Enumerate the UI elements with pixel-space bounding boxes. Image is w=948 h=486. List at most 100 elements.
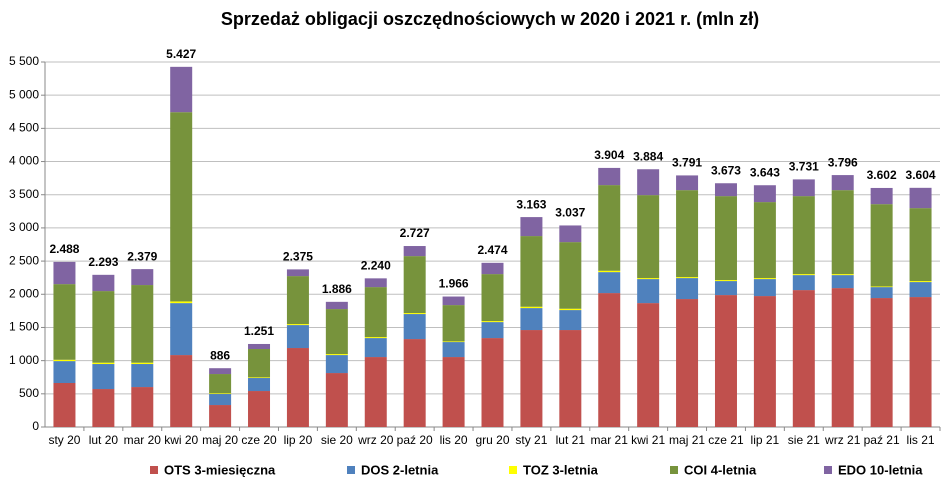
bar-segment xyxy=(248,377,271,379)
bar-segment xyxy=(909,187,932,209)
total-label: 3.796 xyxy=(828,155,858,169)
bar-segment xyxy=(676,190,699,278)
y-tick-label: 0 xyxy=(32,419,39,433)
bar-segment xyxy=(286,269,309,277)
bar-segment xyxy=(870,298,893,427)
bar-segment xyxy=(714,183,737,197)
legend-swatch xyxy=(670,466,678,474)
bar-segment xyxy=(403,313,426,315)
x-tick-label: kwi 20 xyxy=(164,433,198,447)
bar-segment xyxy=(364,338,387,358)
x-tick-label: sie 20 xyxy=(321,433,353,447)
bar-segment xyxy=(325,355,348,374)
bar-segment xyxy=(559,308,582,311)
legend-swatch xyxy=(824,466,832,474)
bar-segment xyxy=(53,383,76,427)
y-tick-label: 2 000 xyxy=(9,286,39,300)
bar-segment xyxy=(286,348,309,427)
bar-segment xyxy=(248,378,271,392)
bar-segment xyxy=(170,112,193,302)
bar-segment xyxy=(53,359,76,362)
total-label: 5.427 xyxy=(166,47,196,61)
bar-segment xyxy=(714,280,737,282)
bar-segment xyxy=(442,305,465,342)
bar-segment xyxy=(364,357,387,427)
total-label: 3.604 xyxy=(906,168,936,182)
bar-segment xyxy=(870,187,893,205)
total-label: 2.375 xyxy=(283,250,313,264)
bar-segment xyxy=(403,256,426,314)
bar-segment xyxy=(831,275,854,289)
bar-segment xyxy=(831,288,854,427)
y-tick-label: 5 500 xyxy=(9,54,39,68)
bar-segment xyxy=(520,306,543,309)
x-tick-label: lip 20 xyxy=(284,433,313,447)
x-tick-label: kwi 21 xyxy=(631,433,665,447)
bar-segment xyxy=(442,296,465,306)
x-tick-label: mar 21 xyxy=(591,433,629,447)
bar-segment xyxy=(598,185,621,271)
x-tick-label: gru 20 xyxy=(475,433,509,447)
legend-swatch xyxy=(509,466,517,474)
legend-swatch xyxy=(150,466,158,474)
bar-segment xyxy=(831,274,854,276)
bar-segment xyxy=(870,286,893,288)
total-label: 1.886 xyxy=(322,282,352,296)
bar-segment xyxy=(131,362,154,365)
total-label: 3.163 xyxy=(516,197,546,211)
x-tick-label: wrz 20 xyxy=(357,433,394,447)
bar-segment xyxy=(676,299,699,427)
bar-segment xyxy=(170,303,193,356)
bar-segment xyxy=(792,274,815,276)
bar-segment xyxy=(170,66,193,113)
bar-segment xyxy=(637,279,660,304)
legend-label: DOS 2-letnia xyxy=(361,462,439,477)
legend-label: TOZ 3-letnia xyxy=(523,462,599,477)
x-tick-label: lip 21 xyxy=(751,433,780,447)
total-label: 3.884 xyxy=(633,149,663,163)
y-tick-label: 3 000 xyxy=(9,220,39,234)
bar-segment xyxy=(364,287,387,338)
bar-segment xyxy=(870,204,893,287)
bar-segment xyxy=(831,190,854,275)
bar-segment xyxy=(637,169,660,196)
y-tick-label: 5 000 xyxy=(9,87,39,101)
total-label: 3.673 xyxy=(711,163,741,177)
bar-segment xyxy=(248,349,271,378)
y-tick-label: 2 500 xyxy=(9,253,39,267)
bar-segment xyxy=(92,291,115,363)
bar-segment xyxy=(637,278,660,280)
bar-segment xyxy=(403,339,426,427)
bar-segment xyxy=(325,301,348,310)
bar-segment xyxy=(442,342,465,358)
bar-segment xyxy=(753,278,776,280)
bar-segment xyxy=(714,281,737,296)
bar-segment xyxy=(364,337,387,339)
bar-segment xyxy=(909,297,932,427)
bar-segment xyxy=(714,295,737,427)
bar-segment xyxy=(481,262,504,275)
total-label: 3.037 xyxy=(555,206,585,220)
bar-segment xyxy=(92,389,115,427)
bar-segment xyxy=(481,322,504,339)
y-tick-label: 4 500 xyxy=(9,121,39,135)
legend-label: COI 4-letnia xyxy=(684,462,757,477)
bar-segment xyxy=(248,391,271,427)
bar-segment xyxy=(753,279,776,297)
x-tick-label: paź 21 xyxy=(864,433,900,447)
y-tick-label: 4 000 xyxy=(9,154,39,168)
bar-segment xyxy=(481,338,504,427)
bar-segment xyxy=(53,361,76,384)
x-tick-label: wrz 21 xyxy=(824,433,861,447)
bar-segment xyxy=(364,278,387,288)
bar-segment xyxy=(92,362,115,365)
bar-segment xyxy=(753,296,776,427)
bar-segment xyxy=(520,330,543,427)
bar-segment xyxy=(209,368,232,375)
bar-segment xyxy=(676,175,699,191)
bar-segment xyxy=(403,314,426,340)
total-label: 1.251 xyxy=(244,324,274,338)
bar-segment xyxy=(286,324,309,326)
total-label: 3.602 xyxy=(867,168,897,182)
bar-segment xyxy=(442,341,465,343)
